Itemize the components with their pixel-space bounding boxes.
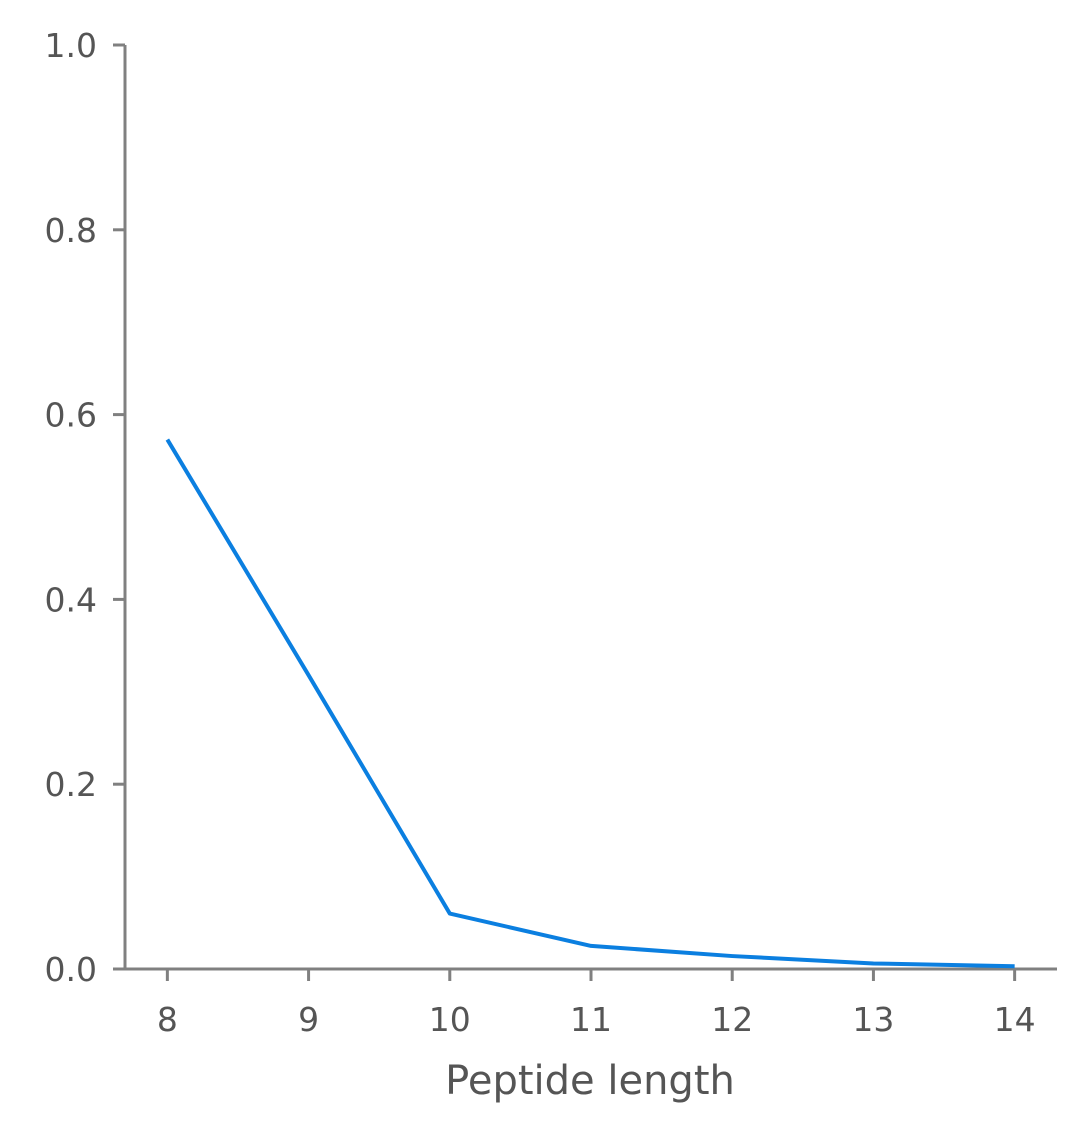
x-tick-label: 14 (994, 1000, 1036, 1039)
x-tick-label: 11 (570, 1000, 612, 1039)
y-tick-label: 0.0 (45, 950, 97, 989)
y-tick-label: 0.2 (45, 765, 97, 804)
x-tick-label: 10 (429, 1000, 471, 1039)
y-tick-label: 1.0 (45, 26, 97, 65)
y-tick-label: 0.6 (45, 396, 97, 435)
y-axis: 0.0 0.2 0.4 0.6 0.8 1.0 (45, 26, 127, 989)
x-axis: 8 9 10 11 12 13 14 (125, 967, 1057, 1039)
series-layer (165, 438, 1015, 969)
y-tick-label: 0.4 (45, 580, 97, 619)
y-tick-label: 0.8 (45, 211, 97, 250)
x-tick-label: 13 (852, 1000, 894, 1039)
x-tick-label: 9 (298, 1000, 319, 1039)
series-line (165, 438, 1015, 969)
x-axis-title: Peptide length (445, 1058, 735, 1104)
x-tick-label: 8 (157, 1000, 178, 1039)
x-tick-label: 12 (711, 1000, 753, 1039)
